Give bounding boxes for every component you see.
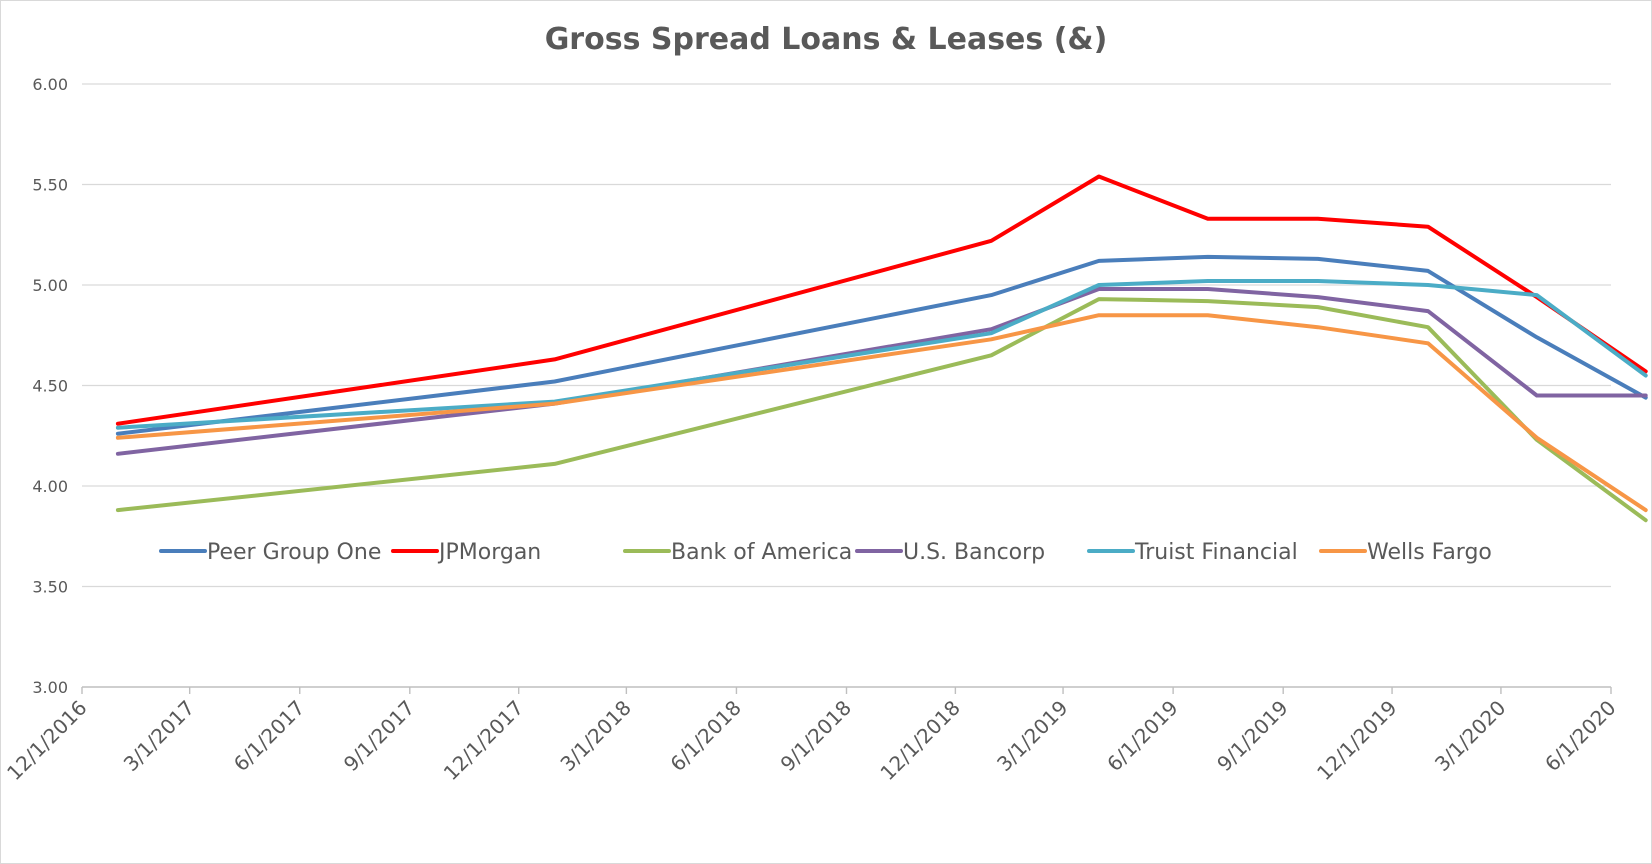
x-tick-label: 12/1/2017 [439,696,528,785]
series-line-bank-of-america [115,297,1648,523]
x-tick-label: 9/1/2018 [776,696,856,776]
y-tick-label: 4.00 [32,477,68,496]
series-line-wells-fargo [115,313,1648,513]
legend-label: Wells Fargo [1367,540,1492,565]
y-axis-labels: 3.00 3.50 4.00 4.50 5.00 5.50 6.00 [32,75,68,697]
y-tick-label: 3.50 [32,578,68,597]
x-tick-label: 3/1/2018 [555,696,635,776]
y-tick-label: 6.00 [32,75,68,94]
y-tick-label: 5.50 [32,176,68,195]
legend-label: Bank of America [671,540,852,565]
x-tick-label: 3/1/2020 [1430,696,1510,776]
y-tick-label: 4.50 [32,377,68,396]
chart-title: Gross Spread Loans & Leases (&) [545,22,1108,57]
series-line-peer-group-one [115,254,1648,436]
x-tick-label: 9/1/2017 [339,696,419,776]
x-tick-label: 6/1/2017 [229,696,309,776]
legend-label: Peer Group One [207,540,381,565]
legend-label: Truist Financial [1134,540,1298,565]
x-tick-label: 6/1/2019 [1102,696,1182,776]
legend-label: JPMorgan [437,540,541,565]
series-line-jpmorgan [115,174,1648,426]
x-axis-labels: 12/1/2016 3/1/2017 6/1/2017 9/1/2017 12/1/20… [2,696,1620,785]
x-tick-label: 12/1/2018 [875,696,964,785]
x-tick-label: 6/1/2020 [1540,696,1620,776]
y-tick-label: 5.00 [32,276,68,295]
series-line-truist-financial [115,279,1648,430]
x-tick-label: 12/1/2016 [2,696,91,785]
x-tick-label: 9/1/2019 [1212,696,1292,776]
legend: Peer Group One JPMorgan Bank of America U.S… [159,540,1492,565]
legend-label: U.S. Bancorp [903,540,1045,565]
x-axis [81,686,1612,694]
x-tick-label: 12/1/2019 [1312,696,1401,785]
y-tick-label: 3.00 [32,678,68,697]
x-tick-label: 3/1/2019 [992,696,1072,776]
x-tick-label: 6/1/2018 [665,696,745,776]
x-tick-label: 3/1/2017 [119,696,199,776]
series-lines [115,174,1648,523]
series-line-u-s-bancorp [115,287,1648,456]
